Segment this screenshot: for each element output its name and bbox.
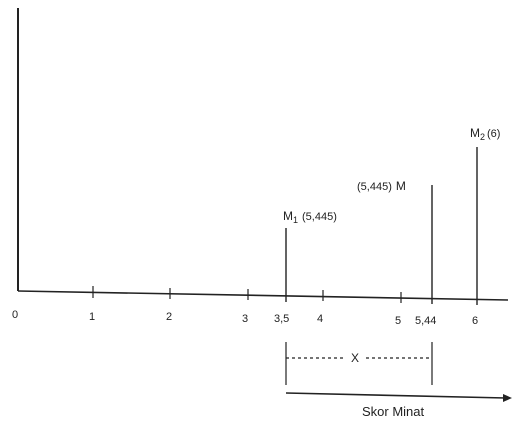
m2-label: M2 (6) xyxy=(470,126,500,142)
tick-label-3: 3 xyxy=(242,313,248,325)
m-letter: M xyxy=(396,179,406,193)
tick-label-0: 0 xyxy=(12,309,18,321)
m1-letter: M xyxy=(283,209,293,223)
tick-label-1: 1 xyxy=(89,311,95,323)
tick-label-6: 6 xyxy=(472,315,478,327)
interval-x-bracket xyxy=(285,342,433,385)
m1-subscript: 1 xyxy=(293,215,298,225)
tick-label-2: 2 xyxy=(166,311,172,323)
m1-label: M1 (5,445) xyxy=(283,209,337,225)
m2-value: (6) xyxy=(487,128,500,140)
tick-marks xyxy=(92,286,402,303)
caption-arrow xyxy=(285,392,512,402)
interval-x-label: X xyxy=(351,351,359,365)
horizontal-axis xyxy=(17,290,509,301)
tick-label-5: 5 xyxy=(395,315,401,327)
m2-subscript: 2 xyxy=(480,132,485,142)
arrowhead-icon xyxy=(503,394,512,402)
tick-label-5-44: 5,44 xyxy=(415,315,436,327)
m2-letter: M xyxy=(470,126,480,140)
caption-arrow-line xyxy=(285,392,507,399)
axis-caption: Skor Minat xyxy=(362,404,425,419)
m1-value: (5,445) xyxy=(302,211,337,223)
m-label: (5,445) M xyxy=(357,179,406,193)
m-value: (5,445) xyxy=(357,181,392,193)
tick-labels: 0 1 2 3 3,5 4 5 5,44 6 xyxy=(12,309,478,327)
tick-label-4: 4 xyxy=(317,313,323,325)
tick-label-3-5: 3,5 xyxy=(274,313,289,325)
